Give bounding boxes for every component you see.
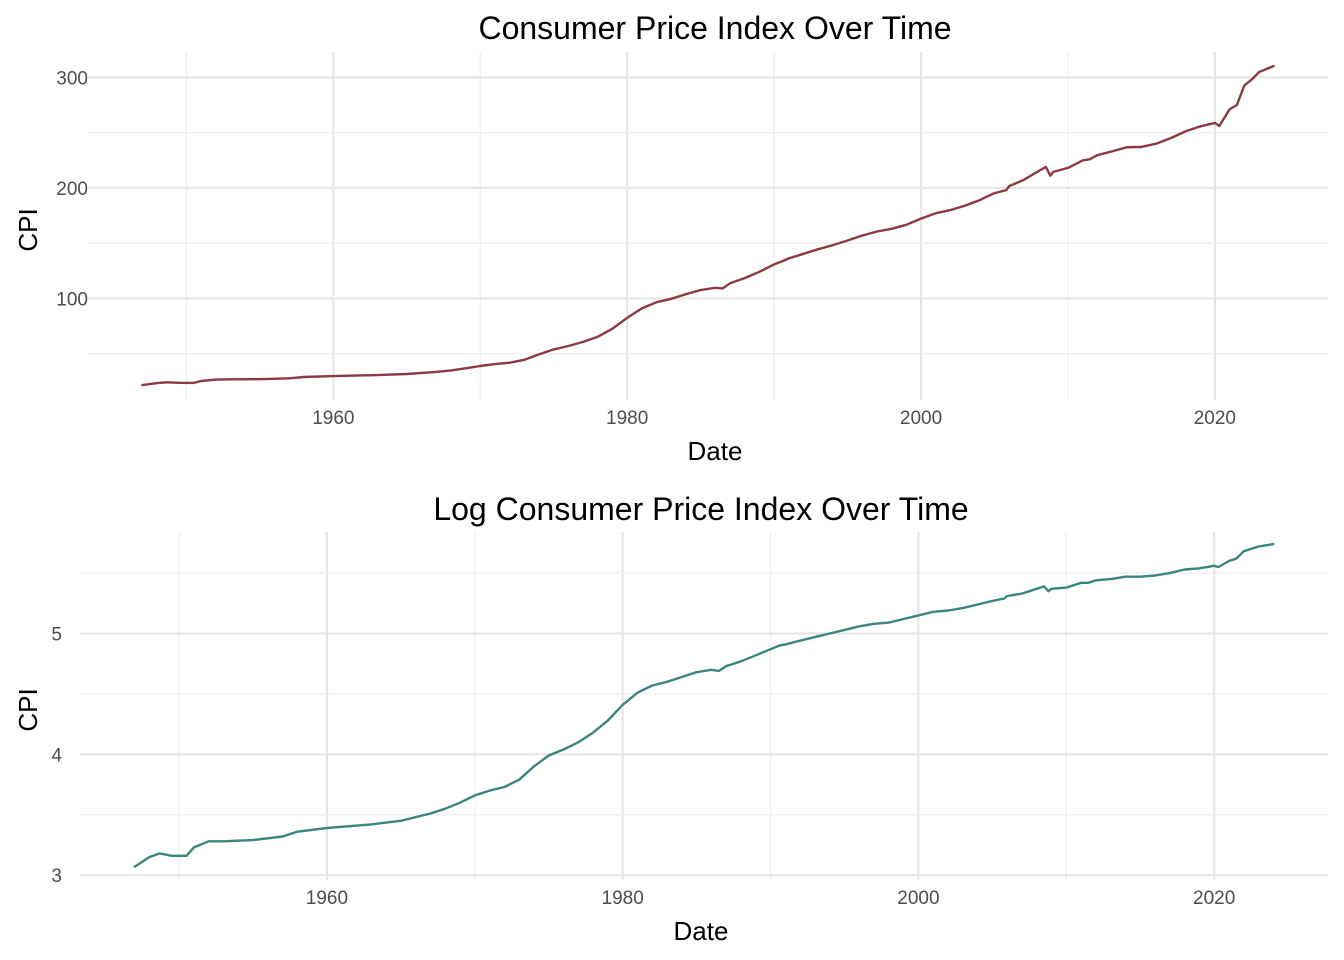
y-tick-label: 100 [56, 289, 88, 310]
x-tick-label: 1980 [606, 408, 648, 429]
chart-title: Log Consumer Price Index Over Time [433, 491, 968, 527]
y-tick-label: 5 [51, 625, 62, 646]
series-line-layer [141, 64, 1275, 387]
x-tick-label: 2000 [897, 888, 939, 909]
x-tick-label: 2020 [1193, 888, 1235, 909]
x-axis-title: Date [688, 436, 743, 466]
series-line-layer [133, 542, 1275, 868]
y-axis-title: CPI [13, 208, 43, 251]
y-tick-label: 200 [56, 179, 88, 200]
cpi-chart-panel: Consumer Price Index Over Time 1960 1980 2… [13, 10, 1328, 466]
x-tick-label: 2000 [900, 408, 942, 429]
y-tick-label: 4 [51, 745, 62, 766]
log-cpi-chart-panel: Log Consumer Price Index Over Time 1960 1… [13, 491, 1328, 946]
x-tick-label: 1960 [306, 888, 348, 909]
y-axis-title: CPI [13, 688, 43, 731]
y-tick-label: 300 [56, 68, 88, 89]
tick-labels: 1960 1980 2000 2020 3 4 5 [51, 625, 1235, 910]
grid [88, 52, 1328, 400]
series-line [133, 542, 1275, 868]
x-tick-label: 1960 [312, 408, 354, 429]
chart-title: Consumer Price Index Over Time [478, 10, 951, 46]
x-tick-label: 1980 [602, 888, 644, 909]
x-axis-title: Date [674, 916, 729, 946]
series-line [141, 64, 1275, 387]
grid [80, 532, 1328, 880]
tick-labels: 1960 1980 2000 2020 100 200 300 [56, 68, 1236, 429]
x-tick-label: 2020 [1194, 408, 1236, 429]
y-tick-label: 3 [51, 866, 62, 887]
